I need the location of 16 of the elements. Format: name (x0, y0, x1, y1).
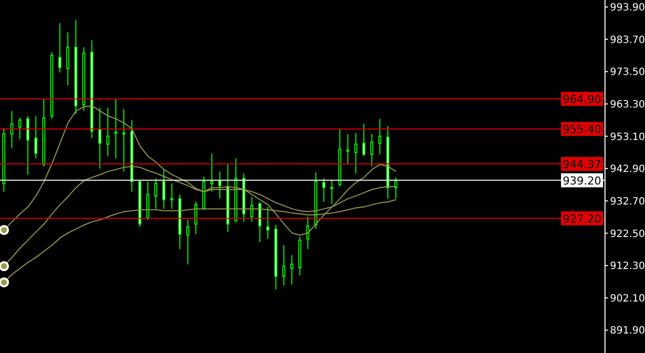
ref-line-label: 927.20 (562, 212, 602, 226)
y-tick-label: 963.30 (610, 99, 645, 110)
y-tick-label: 942.90 (610, 164, 645, 176)
y-tick-label: 912.30 (610, 261, 645, 272)
ref-line-label: 939.20 (562, 174, 602, 188)
y-tick-label: 891.90 (610, 326, 645, 337)
y-tick-label: 953.10 (610, 132, 645, 143)
y-tick-label: 922.50 (610, 228, 645, 240)
y-tick-label: 973.50 (610, 67, 645, 78)
ref-line-label: 944.37 (562, 158, 602, 171)
ref-line-label: 955.40 (562, 122, 602, 136)
y-tick-label: 993.90 (610, 2, 645, 14)
y-tick-label: 902.10 (610, 293, 645, 304)
y-tick-label: 983.70 (610, 34, 645, 46)
ref-line-label: 964.90 (562, 92, 602, 106)
y-tick-label: 932.70 (610, 196, 645, 208)
